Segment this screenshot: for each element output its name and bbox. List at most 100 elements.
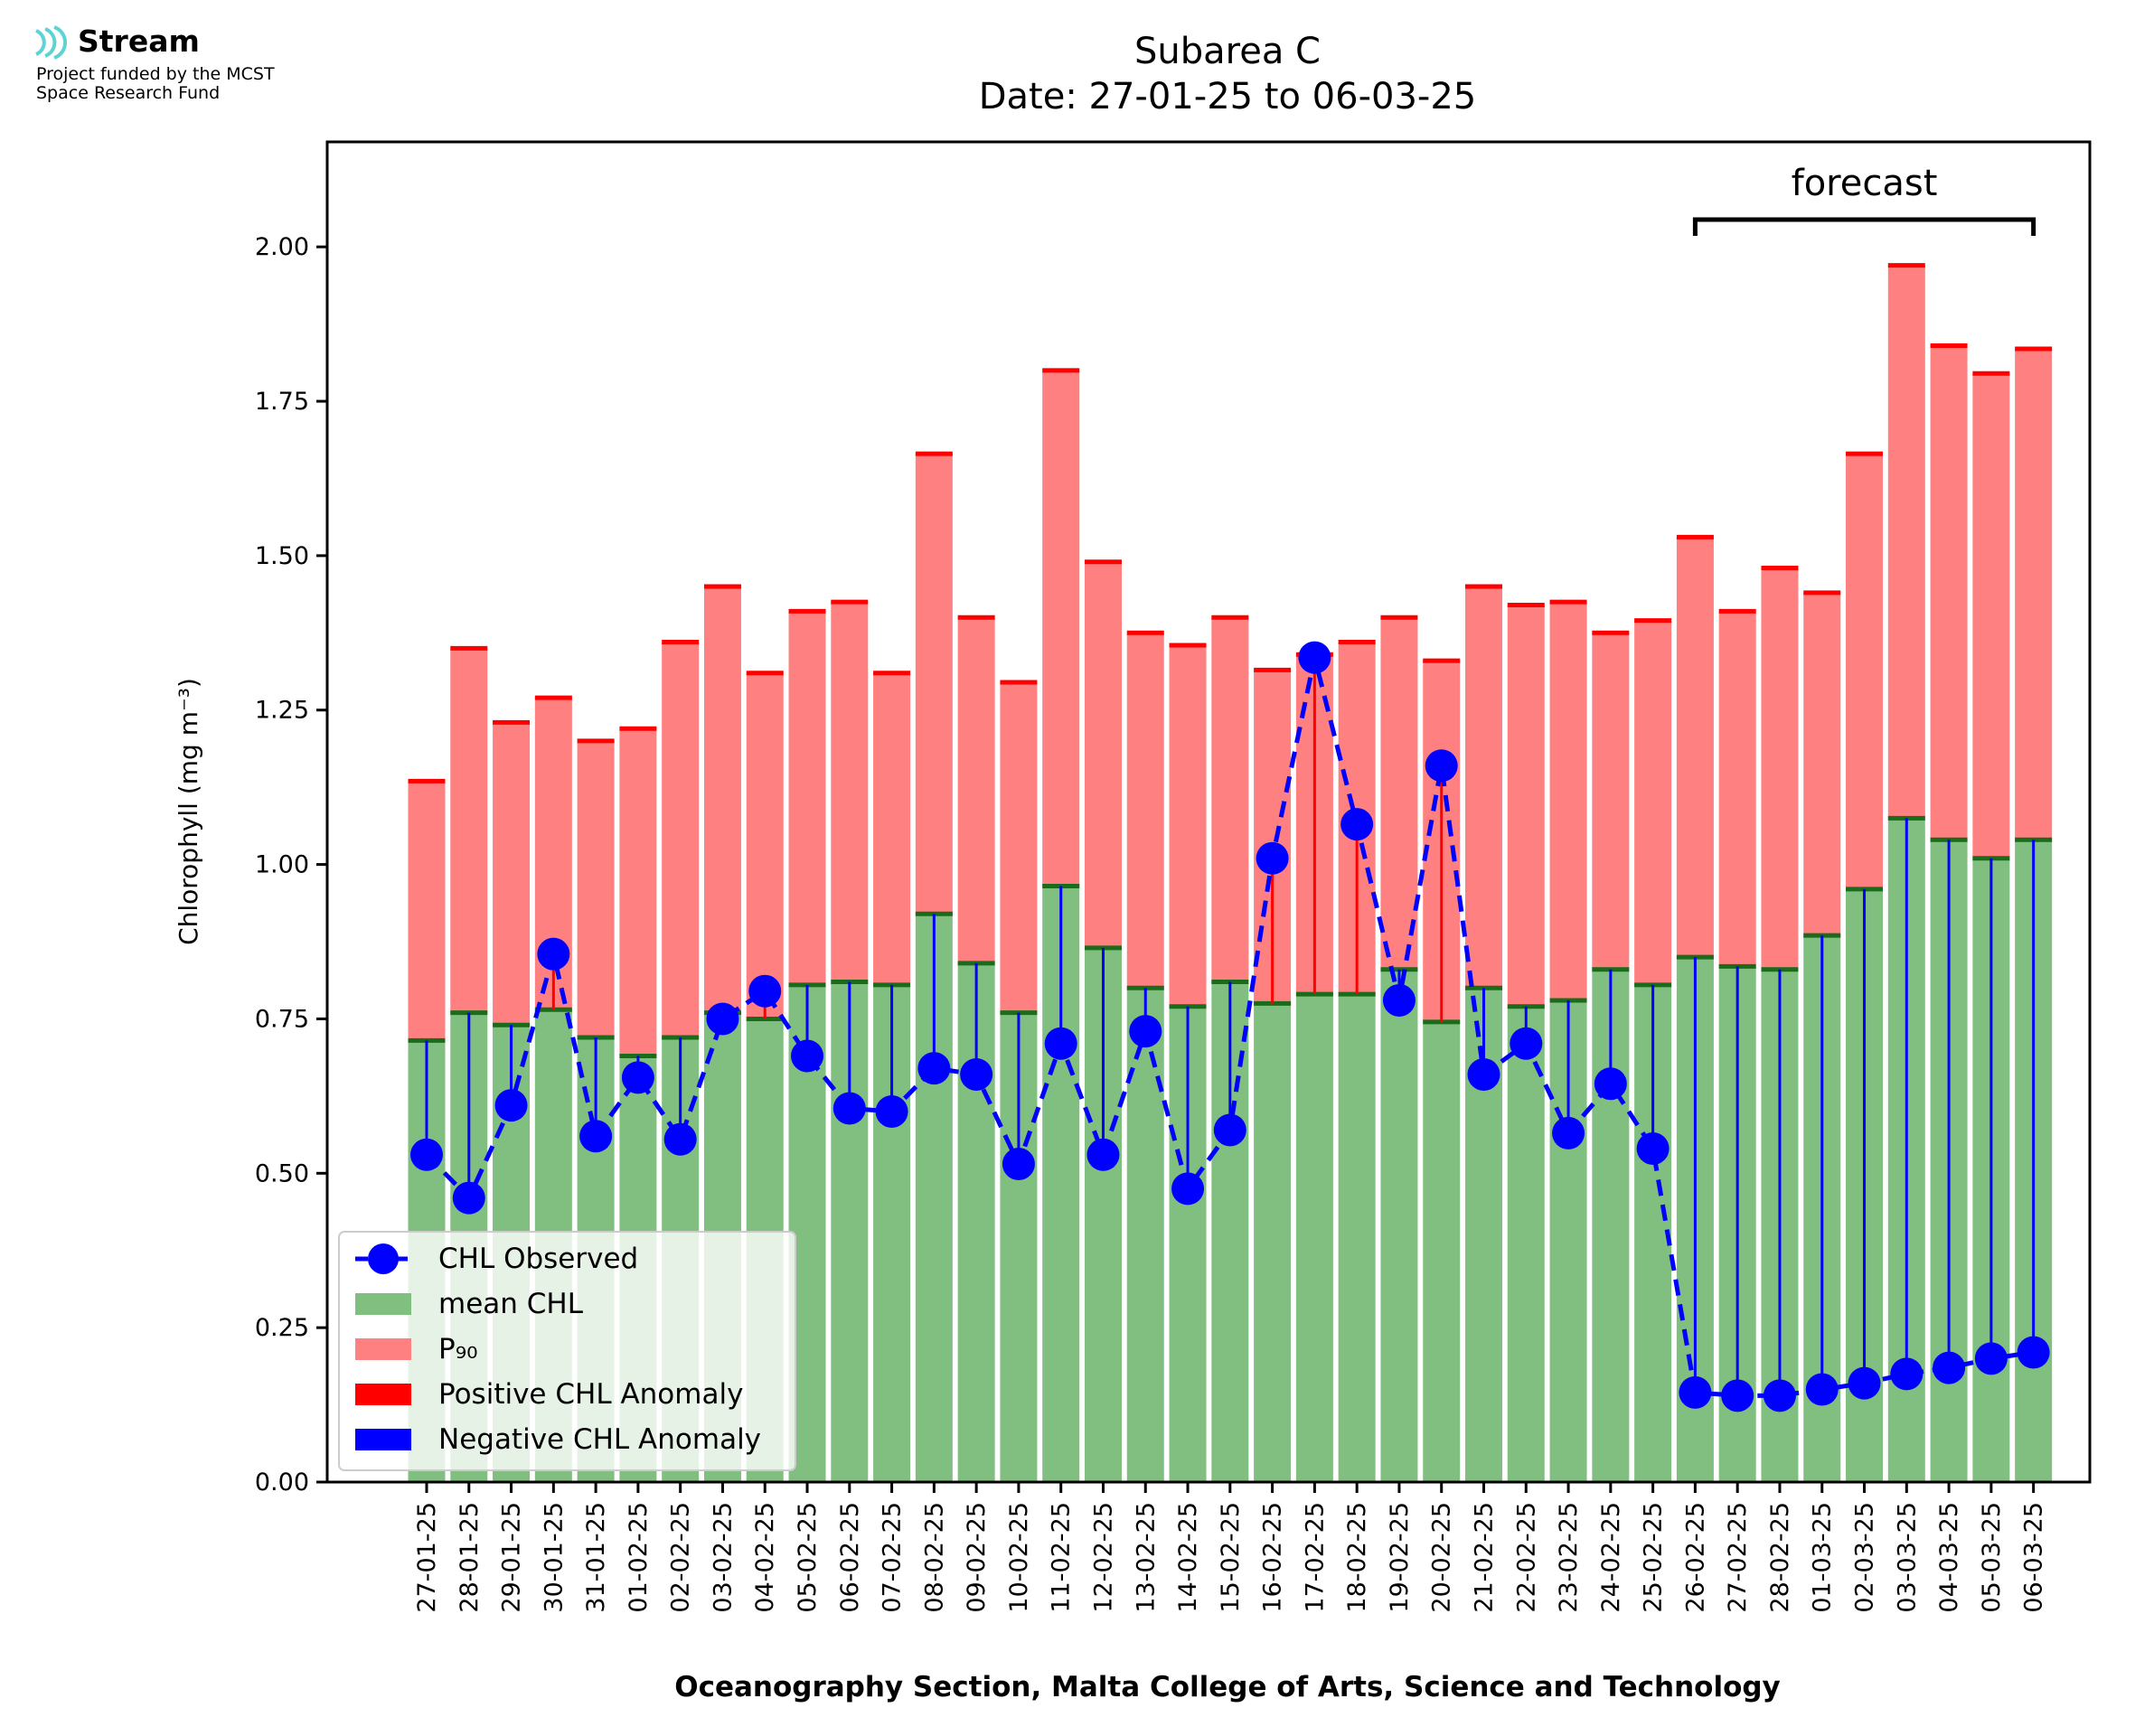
x-tick-label: 11-02-25	[1048, 1502, 1076, 1613]
p90-bar	[1211, 617, 1249, 982]
x-tick-label: 10-02-25	[1005, 1502, 1033, 1613]
x-tick-label: 02-02-25	[667, 1502, 695, 1613]
x-tick-label: 05-02-25	[794, 1502, 822, 1613]
y-tick-label: 0.00	[255, 1469, 309, 1497]
y-tick-label: 0.25	[255, 1314, 309, 1342]
p90-bar	[1592, 633, 1630, 970]
observed-point	[1340, 808, 1374, 841]
observed-point	[1425, 749, 1458, 783]
observed-point	[748, 974, 782, 1008]
legend-label: mean CHL	[438, 1288, 584, 1320]
anomaly-lines-group	[425, 657, 2036, 1396]
observed-point	[1974, 1342, 2008, 1375]
mean-bar	[1254, 1003, 1292, 1482]
x-tick-label: 08-02-25	[920, 1502, 948, 1613]
y-tick-label: 0.75	[255, 1005, 309, 1033]
wave-icon	[35, 25, 68, 60]
observed-point	[1552, 1116, 1585, 1150]
p90-bar	[450, 648, 488, 1013]
observed-point	[960, 1057, 993, 1091]
x-tick-label: 27-02-25	[1724, 1502, 1752, 1613]
x-tick-label: 25-02-25	[1640, 1502, 1668, 1613]
observed-point	[579, 1120, 613, 1153]
mean-bar	[1338, 994, 1376, 1482]
x-tick-label: 26-02-25	[1681, 1502, 1709, 1613]
x-tick-label: 18-02-25	[1343, 1502, 1371, 1613]
observed-point	[1510, 1027, 1543, 1060]
x-tick-label: 15-02-25	[1217, 1502, 1245, 1613]
p90-bar	[746, 672, 784, 1019]
p90-bar	[1846, 454, 1884, 889]
logo-brand: Stream	[78, 23, 200, 59]
forecast-annotation: forecast	[1692, 163, 2036, 236]
y-tick-label: 1.25	[255, 697, 309, 725]
p90-bar	[1169, 644, 1207, 1007]
observed-point	[875, 1094, 908, 1128]
x-tick-label: 17-02-25	[1301, 1502, 1329, 1613]
legend-label: Positive CHL Anomaly	[438, 1378, 743, 1411]
p90-bar	[1972, 373, 2010, 859]
observed-point	[1721, 1379, 1754, 1412]
observed-point	[791, 1039, 824, 1073]
x-tick-label: 04-03-25	[1935, 1502, 1963, 1613]
legend: CHL Observed mean CHL P₉₀ Positive CHL Anom…	[338, 1231, 796, 1471]
p90-bar	[1549, 602, 1587, 1000]
p90-bar	[703, 586, 741, 1013]
y-axis: 0.00 0.25 0.50 0.75 1.00 1.25 1.50 1.75 2.00	[255, 233, 327, 1497]
x-tick-label: 28-01-25	[456, 1502, 484, 1613]
mean-bar	[1295, 994, 1333, 1482]
forecast-label: forecast	[1792, 163, 1938, 204]
observed-point	[1129, 1015, 1162, 1048]
x-tick-label: 02-03-25	[1851, 1502, 1879, 1613]
y-axis-label: Chlorophyll (mg m⁻³)	[174, 678, 203, 945]
observed-point	[1805, 1373, 1839, 1406]
observed-point	[1256, 841, 1289, 875]
observed-point	[1002, 1148, 1035, 1181]
p90-bar	[1042, 370, 1080, 887]
legend-swatch-negative	[355, 1429, 411, 1450]
forecast-bracket	[1692, 217, 2036, 236]
observed-point	[706, 1002, 739, 1036]
observed-point	[1171, 1172, 1205, 1206]
observed-point	[1594, 1067, 1627, 1101]
x-tick-label: 23-02-25	[1555, 1502, 1583, 1613]
mean-bar	[1380, 969, 1418, 1482]
mean-bar	[1507, 1006, 1545, 1482]
x-tick-label: 28-02-25	[1766, 1502, 1794, 1613]
p90-bar	[619, 728, 657, 1056]
plot-frame	[325, 140, 2092, 1484]
p90-bar	[1507, 605, 1545, 1007]
observed-point	[1890, 1357, 1924, 1391]
observed-point	[537, 937, 570, 971]
x-tick-label: 31-01-25	[582, 1502, 610, 1613]
y-tick-label: 1.00	[255, 851, 309, 879]
x-tick-label: 03-03-25	[1893, 1502, 1921, 1613]
observed-point	[1213, 1113, 1246, 1147]
p90-bar	[493, 722, 531, 1026]
observed-point	[452, 1181, 485, 1215]
legend-label: P₉₀	[438, 1333, 478, 1365]
p90-bar	[1930, 345, 1968, 840]
legend-swatch-p90	[355, 1338, 411, 1360]
observed-point	[1636, 1131, 1670, 1165]
x-axis-label: Oceanography Section, Malta College of A…	[674, 1671, 1781, 1703]
observed-point	[1763, 1379, 1796, 1412]
x-tick-label: 20-02-25	[1428, 1502, 1456, 1613]
observed-point	[2017, 1336, 2050, 1369]
observed-point	[1382, 983, 1416, 1017]
observed-series-group	[410, 641, 2050, 1412]
observed-point	[1679, 1375, 1712, 1409]
x-tick-label: 07-02-25	[879, 1502, 907, 1613]
legend-label: Negative CHL Anomaly	[438, 1423, 761, 1456]
x-tick-label: 21-02-25	[1471, 1502, 1499, 1613]
p90-bar	[788, 611, 826, 985]
p90-bar	[1000, 681, 1038, 1013]
observed-point	[663, 1122, 697, 1156]
x-tick-label: 14-02-25	[1174, 1502, 1202, 1613]
x-tick-label: 12-02-25	[1089, 1502, 1117, 1613]
x-tick-label: 19-02-25	[1386, 1502, 1414, 1613]
observed-point	[621, 1061, 654, 1094]
x-tick-label: 24-02-25	[1597, 1502, 1625, 1613]
chart-subtitle: Date: 27-01-25 to 06-03-25	[979, 76, 1477, 117]
